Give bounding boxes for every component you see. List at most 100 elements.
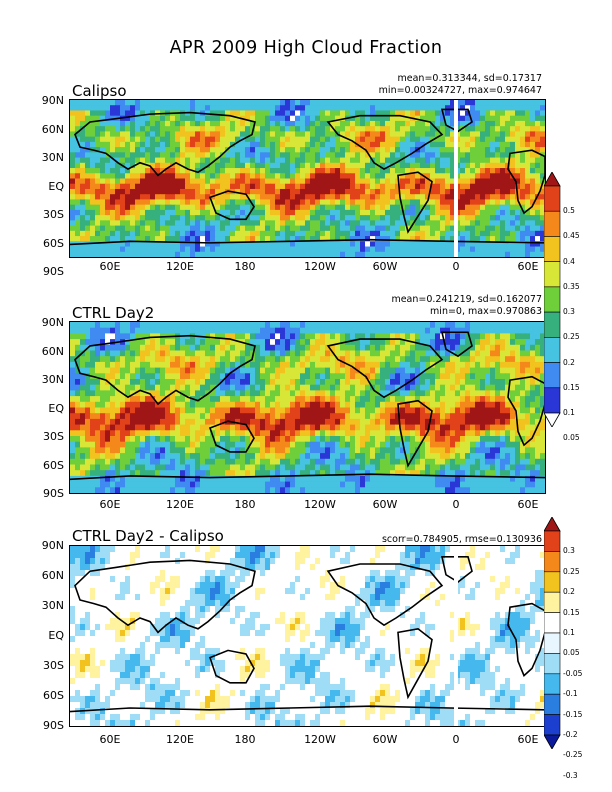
field-cells <box>70 322 545 493</box>
lon-label: 120W <box>304 498 336 511</box>
data-gap <box>454 546 458 726</box>
stats-line-1: mean=0.241219, sd=0.162077 <box>391 294 542 305</box>
coastline <box>398 401 432 466</box>
colorbar-label: 0.5 <box>563 206 575 216</box>
colorbar-cap <box>544 517 561 532</box>
coastline <box>508 604 545 676</box>
colorbar-label: -0.3 <box>563 770 578 780</box>
panel-title: CTRL Day2 - Calipso <box>72 527 224 545</box>
coastline <box>70 474 545 479</box>
coastline <box>210 421 254 452</box>
lat-label: 30N <box>41 151 64 164</box>
lon-label: 120W <box>304 260 336 273</box>
coastline <box>75 113 255 176</box>
lat-label: 30S <box>43 430 64 443</box>
colorbar-label: -0.15 <box>563 709 583 719</box>
colorbar-segment <box>544 612 561 634</box>
field-cells <box>70 546 545 726</box>
coastline <box>508 377 545 445</box>
lon-label: 120E <box>166 733 194 746</box>
lat-label: 90S <box>43 487 64 500</box>
lon-label: 0 <box>452 498 460 511</box>
coastline <box>398 629 432 697</box>
figure-title: APR 2009 High Cloud Fraction <box>169 38 443 58</box>
lat-label: 60N <box>41 344 64 358</box>
map-canvas <box>70 322 545 493</box>
lat-label: 90S <box>43 265 64 278</box>
coastline <box>75 336 255 404</box>
lon-label: 60E <box>517 498 539 511</box>
coastline <box>210 191 254 219</box>
stats-line-1: mean=0.313344, sd=0.17317 <box>397 73 543 84</box>
colorbar-segment <box>544 653 561 675</box>
colorbar-label: 0.25 <box>563 566 580 576</box>
lat-label: 60N <box>41 569 64 582</box>
coastline <box>75 560 255 632</box>
lat-label: 90N <box>41 94 64 107</box>
colorbar-difference: 0.3 0.25 0.2 0.15 0.1 0.05 -0.05 -0.1 -0.15 -0.2 -… <box>544 517 604 780</box>
colorbar-segment <box>544 387 561 414</box>
colorbar-segment <box>544 337 561 363</box>
coastlines <box>70 332 545 479</box>
colorbar-segment <box>544 210 561 237</box>
coastline <box>70 706 545 711</box>
colorbar-label: -0.1 <box>563 689 578 699</box>
colorbar-segment <box>544 571 561 593</box>
colorbar-label: 0.05 <box>563 433 580 443</box>
coastline <box>442 557 472 582</box>
field-cells <box>70 100 545 257</box>
map-ctrl-day2 <box>69 321 546 494</box>
colorbar-segment <box>544 311 561 338</box>
lat-label: EQ <box>48 401 64 415</box>
lon-label: 180 <box>234 260 256 273</box>
colorbar-label: 0.05 <box>563 648 580 658</box>
lat-label: 60S <box>43 236 64 250</box>
coastline <box>442 109 472 131</box>
colorbar-label: -0.25 <box>563 750 583 760</box>
data-gap <box>454 100 458 257</box>
lat-label: 30S <box>43 208 64 221</box>
lat-label: 60N <box>41 122 64 136</box>
coastlines <box>70 557 545 712</box>
colorbar-segment <box>544 530 561 552</box>
map-calipso <box>69 99 546 258</box>
lon-label: 60E <box>517 733 539 746</box>
coastline <box>328 116 442 169</box>
colorbar-label: 0.2 <box>563 357 575 367</box>
lon-label: 120E <box>166 498 194 511</box>
lon-label: 60W <box>372 498 398 511</box>
colorbar-cap <box>544 172 561 187</box>
lat-label: 90N <box>41 316 64 329</box>
lon-label: 60E <box>99 498 121 511</box>
colorbar-segment <box>544 551 561 573</box>
lon-label: 120W <box>304 733 336 746</box>
lat-label: 60S <box>43 458 64 472</box>
lon-label: 0 <box>452 733 460 746</box>
colorbar-label: 0.3 <box>563 307 575 317</box>
stats-line-2: min=0, max=0.970863 <box>430 306 542 317</box>
lon-label: 60E <box>99 260 121 273</box>
stats-line-2: min=0.00324727, max=0.974647 <box>378 85 542 96</box>
colorbar-segment <box>544 185 561 212</box>
colorbar-segment <box>544 632 561 654</box>
coastline <box>328 339 442 397</box>
coastline <box>70 240 545 245</box>
colorbar-segment <box>544 673 561 695</box>
lon-label: 180 <box>234 498 256 511</box>
colorbar-segment <box>544 362 561 389</box>
colorbar-label: 0.4 <box>563 256 575 266</box>
map-difference <box>69 545 546 727</box>
coastlines <box>70 109 545 244</box>
colorbar-label: 0.15 <box>563 382 580 392</box>
colorbar-segment <box>544 693 561 715</box>
lon-label: 180 <box>234 733 256 746</box>
lon-label: 0 <box>452 260 460 273</box>
panel-title: Calipso <box>72 82 127 100</box>
coastline <box>442 332 472 356</box>
coastline <box>398 172 432 232</box>
lat-label: 30N <box>41 373 64 386</box>
coastline <box>508 150 545 213</box>
colorbar-label: 0.2 <box>563 587 575 597</box>
colorbar-segment <box>544 714 561 736</box>
colorbar-label: 0.15 <box>563 607 580 617</box>
